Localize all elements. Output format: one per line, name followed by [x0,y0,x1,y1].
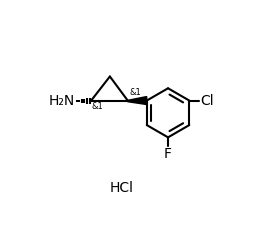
Text: &1: &1 [130,88,142,97]
Text: Cl: Cl [200,93,214,108]
Text: HCl: HCl [110,181,134,195]
Polygon shape [128,97,147,105]
Text: H₂N: H₂N [48,94,74,108]
Text: &1: &1 [92,102,103,111]
Text: F: F [164,147,172,161]
